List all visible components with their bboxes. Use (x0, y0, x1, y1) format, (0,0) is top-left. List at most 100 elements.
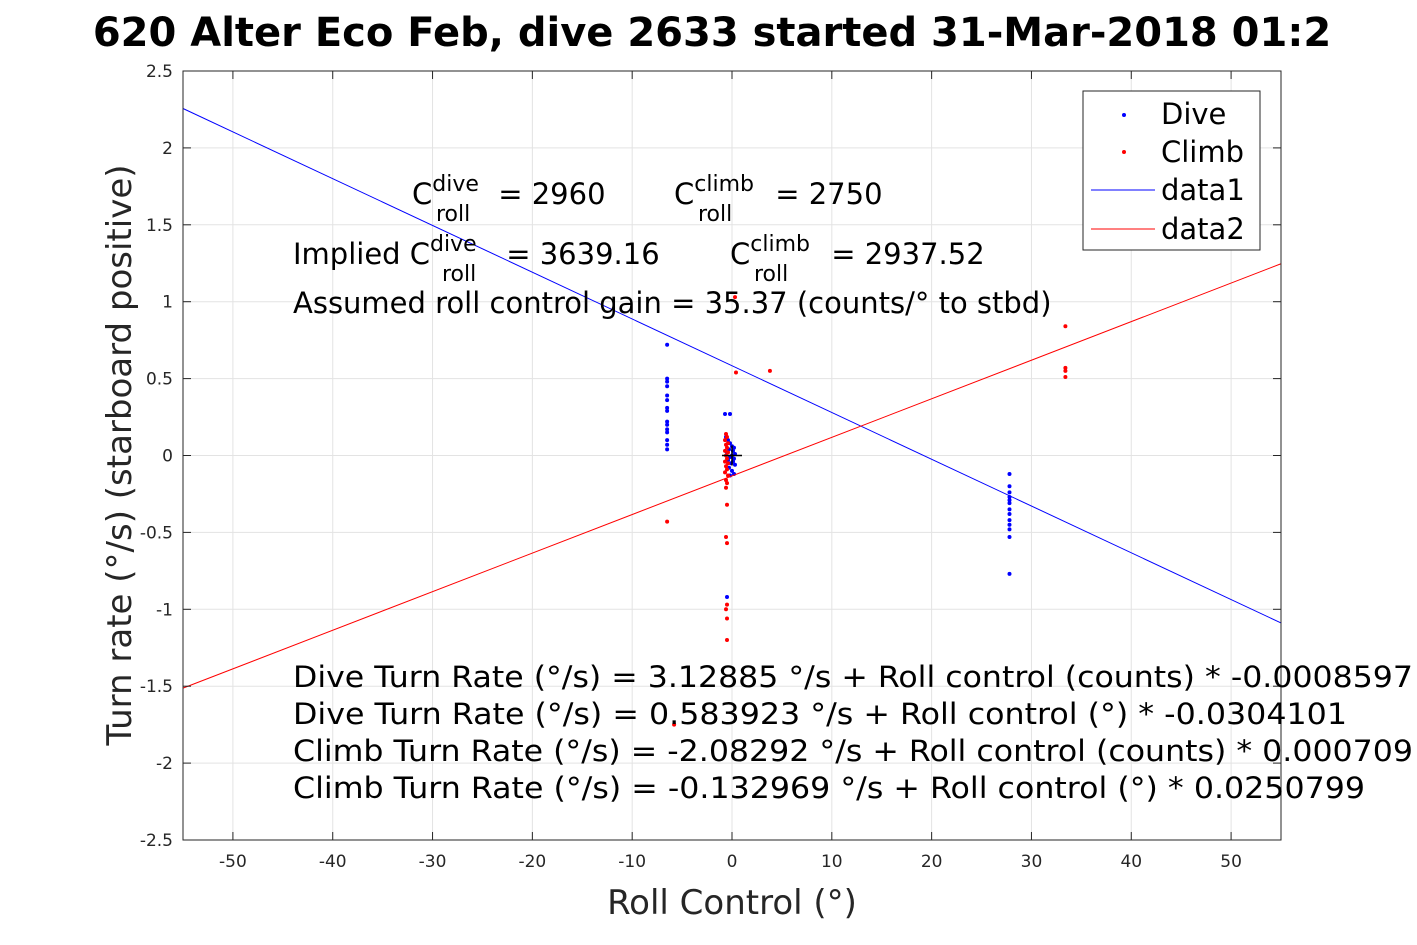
climb-point-33 (725, 638, 730, 643)
annotation-implied-climb-prefix: C (730, 237, 750, 271)
dive-point-11 (665, 430, 670, 435)
chart-title: 620 Alter Eco Feb, dive 2633 started 31-… (93, 10, 1331, 56)
annotation-c-roll-dive: Cdive roll = 2960 (412, 172, 606, 227)
annotation-c-roll-climb-sub: roll (698, 202, 732, 227)
legend-label-dive: Dive (1161, 97, 1226, 131)
climb-point-0 (732, 295, 737, 300)
y-tick-label-6: 0.5 (146, 370, 173, 390)
climb-point-15 (726, 450, 731, 455)
climb-point-8 (724, 431, 729, 436)
climb-point-3 (1063, 324, 1068, 329)
climb-point-13 (725, 445, 730, 450)
annotation-c-roll-climb-sup: climb (694, 172, 754, 197)
climb-point-23 (726, 473, 731, 478)
legend-marker-dive (1122, 113, 1126, 117)
dive-point-44 (1007, 507, 1012, 512)
dive-point-1 (665, 376, 670, 381)
climb-point-5 (1063, 368, 1068, 373)
x-tick-label-4: -10 (618, 852, 646, 872)
y-tick-label-10: 2.5 (146, 62, 173, 82)
annotation-implied-dive-sup: dive (430, 232, 477, 257)
annotation-implied-dive-value: = 3639.16 (497, 237, 660, 271)
annotation-c-roll-dive-sub: roll (436, 202, 470, 227)
dive-point-5 (665, 398, 670, 403)
climb-point-7 (665, 519, 670, 524)
dive-point-38 (1007, 471, 1012, 476)
y-tick-label-2: -1.5 (140, 677, 173, 697)
legend-marker-climb (1122, 150, 1126, 154)
series-line-data1 (182, 108, 1282, 624)
legend-label-climb: Climb (1161, 135, 1244, 169)
x-tick-label-7: 20 (921, 852, 943, 872)
climb-point-34 (672, 722, 677, 727)
climb-point-28 (724, 535, 729, 540)
legend: Dive Climb data1 data2 (1082, 90, 1261, 251)
annotation-implied-dive-prefix: Implied C (293, 237, 430, 271)
y-axis-label: Turn rate (°/s) (starboard positive) (100, 164, 140, 746)
climb-point-2 (767, 368, 772, 373)
annotation-gain: Assumed roll control gain = 35.37 (count… (293, 286, 1052, 320)
y-tick-label-5: 0 (162, 447, 173, 467)
climb-point-19 (726, 461, 731, 466)
legend-box (1082, 90, 1261, 251)
x-axis-label: Roll Control (°) (607, 883, 857, 923)
series-line-data2 (182, 263, 1282, 689)
climb-point-27 (725, 502, 730, 507)
dive-point-28 (731, 456, 736, 461)
x-tick-label-9: 40 (1120, 852, 1142, 872)
annotation-eq-climb-counts: Climb Turn Rate (°/s) = -2.08292 °/s + R… (293, 734, 1413, 768)
annotation-c-roll-climb-prefix: C (674, 177, 694, 211)
x-tick-label-5: 0 (727, 852, 738, 872)
dive-point-40 (1007, 490, 1012, 495)
y-tick-label-1: -2 (156, 754, 173, 774)
annotation-c-roll-dive-prefix: C (412, 177, 432, 211)
dive-point-43 (1007, 501, 1012, 506)
annotations: Cdive roll = 2960 Cclimb roll = 2750 Impli… (293, 172, 1413, 805)
climb-point-10 (723, 438, 728, 443)
dive-point-45 (1007, 511, 1012, 516)
x-tick-label-2: -30 (419, 852, 447, 872)
x-tick-label-10: 50 (1220, 852, 1242, 872)
climb-point-17 (725, 456, 730, 461)
climb-point-12 (724, 442, 729, 447)
annotation-eq-dive-degrees: Dive Turn Rate (°/s) = 0.583923 °/s + Ro… (293, 697, 1347, 731)
dive-point-47 (1007, 522, 1012, 527)
annotation-implied-dive-sub: roll (442, 262, 476, 287)
dive-point-34 (730, 468, 734, 473)
annotation-implied-climb-sup: climb (750, 232, 810, 257)
axis-ticks: -50 -40 -30 -20 -10 0 10 20 30 40 50-2.5-2-1.5-1-0… (140, 62, 1281, 872)
annotation-c-roll-dive-sup: dive (432, 172, 479, 197)
dive-point-13 (665, 442, 670, 447)
climb-point-18 (723, 459, 728, 464)
dive-point-37 (725, 594, 730, 599)
annotation-implied-climb: Cclimb roll = 2937.52 (730, 232, 985, 287)
climb-point-14 (723, 448, 728, 453)
climb-point-6 (1063, 375, 1068, 380)
climb-point-21 (725, 467, 730, 472)
dive-point-15 (723, 411, 728, 416)
dive-point-18 (726, 438, 731, 443)
y-tick-label-8: 1.5 (146, 216, 173, 236)
x-tick-label-6: 10 (821, 852, 843, 872)
climb-point-25 (725, 481, 730, 486)
climb-point-31 (724, 607, 729, 612)
climb-point-26 (724, 485, 729, 490)
y-tick-label-0: -2.5 (140, 831, 173, 851)
dive-point-10 (665, 427, 670, 432)
y-tick-label-4: -0.5 (140, 523, 173, 543)
dive-point-9 (665, 422, 670, 427)
annotation-c-roll-climb: Cclimb roll = 2750 (674, 172, 883, 227)
climb-point-4 (1063, 365, 1068, 370)
annotation-eq-dive-counts: Dive Turn Rate (°/s) = 3.12885 °/s + Rol… (293, 660, 1413, 694)
y-tick-label-9: 2 (162, 139, 173, 159)
dive-point-3 (665, 384, 670, 389)
climb-point-9 (725, 435, 730, 440)
dive-point-32 (732, 462, 737, 467)
dive-point-7 (665, 408, 670, 413)
climb-point-22 (723, 470, 728, 475)
dive-point-21 (731, 445, 736, 450)
x-tick-label-3: -20 (518, 852, 546, 872)
climb-point-32 (725, 616, 730, 621)
y-tick-label-7: 1 (162, 293, 173, 313)
dive-point-4 (665, 393, 670, 398)
